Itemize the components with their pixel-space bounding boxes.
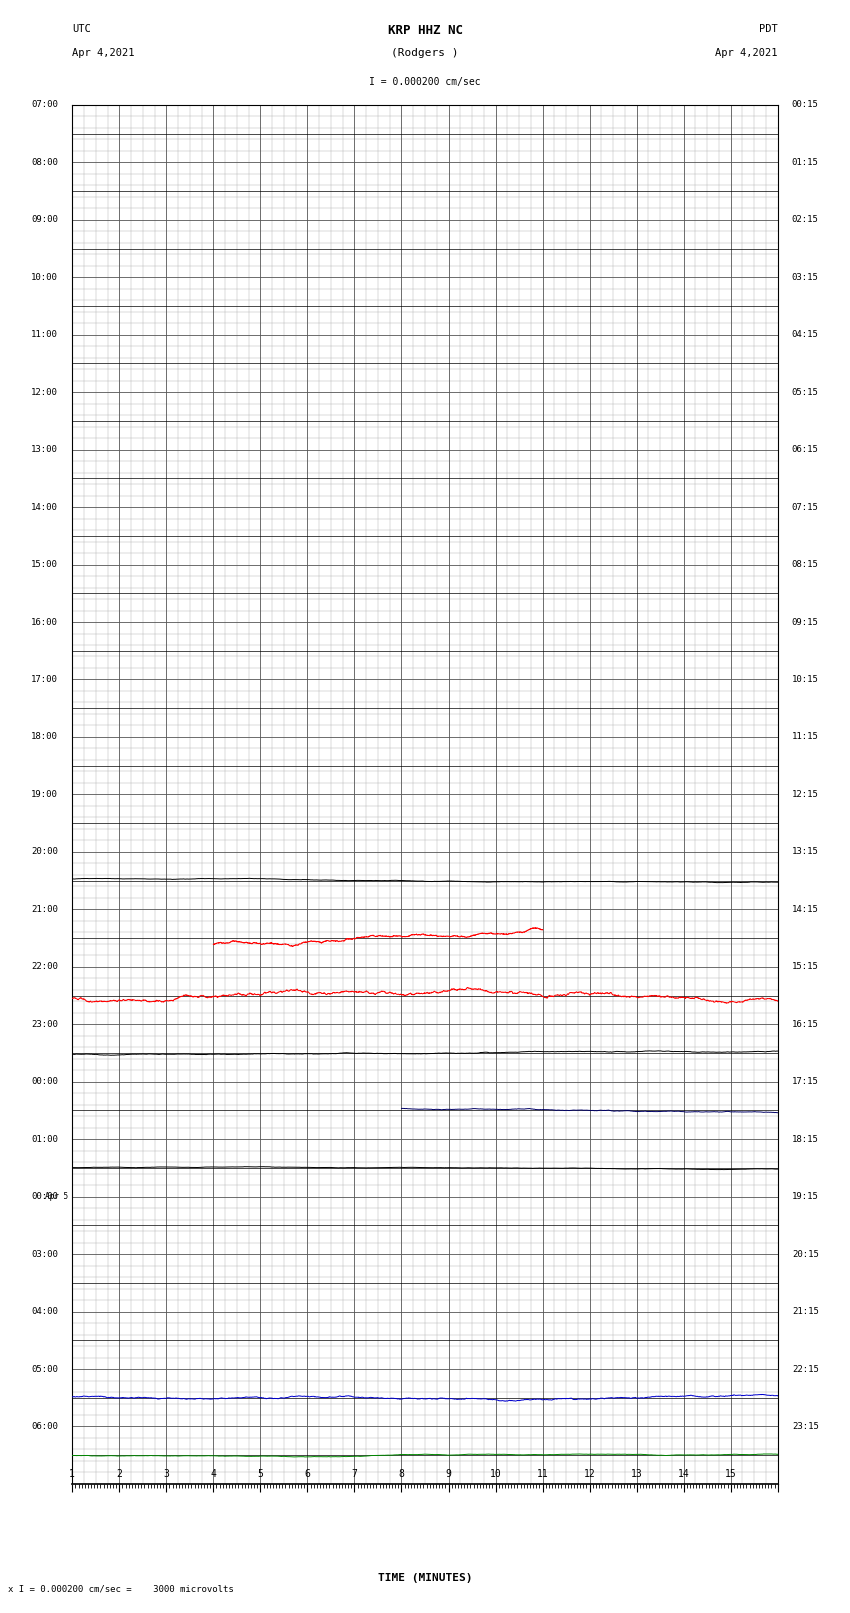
Text: 02:15: 02:15 [792, 215, 819, 224]
Text: 08:00: 08:00 [31, 158, 58, 166]
Text: 01:15: 01:15 [792, 158, 819, 166]
Text: 12:00: 12:00 [31, 387, 58, 397]
Text: 21:00: 21:00 [31, 905, 58, 915]
Text: 17:00: 17:00 [31, 674, 58, 684]
Text: 06:00: 06:00 [31, 1423, 58, 1431]
Text: 20:00: 20:00 [31, 847, 58, 857]
Text: 15:00: 15:00 [31, 560, 58, 569]
Text: PDT: PDT [759, 24, 778, 34]
Text: 18:15: 18:15 [792, 1134, 819, 1144]
Text: 04:00: 04:00 [31, 1307, 58, 1316]
Text: 13:15: 13:15 [792, 847, 819, 857]
Text: 15:15: 15:15 [792, 963, 819, 971]
Text: 19:15: 19:15 [792, 1192, 819, 1202]
Text: 16:00: 16:00 [31, 618, 58, 626]
Text: 17:15: 17:15 [792, 1077, 819, 1086]
Text: 00:15: 00:15 [792, 100, 819, 110]
Text: 05:00: 05:00 [31, 1365, 58, 1374]
Text: Apr 4,2021: Apr 4,2021 [715, 48, 778, 58]
Text: 07:15: 07:15 [792, 503, 819, 511]
Text: Apr 4,2021: Apr 4,2021 [72, 48, 135, 58]
Text: 05:15: 05:15 [792, 387, 819, 397]
Text: 20:15: 20:15 [792, 1250, 819, 1258]
Text: I = 0.000200 cm/sec: I = 0.000200 cm/sec [369, 77, 481, 87]
Text: 19:00: 19:00 [31, 790, 58, 798]
Text: 21:15: 21:15 [792, 1307, 819, 1316]
Text: 11:00: 11:00 [31, 331, 58, 339]
Text: 18:00: 18:00 [31, 732, 58, 742]
Text: 01:00: 01:00 [31, 1134, 58, 1144]
Text: 22:00: 22:00 [31, 963, 58, 971]
Text: 08:15: 08:15 [792, 560, 819, 569]
Text: 03:00: 03:00 [31, 1250, 58, 1258]
Text: 00:00: 00:00 [31, 1192, 58, 1202]
Text: 00:00: 00:00 [31, 1077, 58, 1086]
Text: 03:15: 03:15 [792, 273, 819, 282]
Text: 12:15: 12:15 [792, 790, 819, 798]
Text: UTC: UTC [72, 24, 91, 34]
Text: 10:15: 10:15 [792, 674, 819, 684]
Text: 22:15: 22:15 [792, 1365, 819, 1374]
Text: 14:15: 14:15 [792, 905, 819, 915]
Text: 07:00: 07:00 [31, 100, 58, 110]
Text: 23:15: 23:15 [792, 1423, 819, 1431]
Text: 14:00: 14:00 [31, 503, 58, 511]
Text: 09:15: 09:15 [792, 618, 819, 626]
Text: TIME (MINUTES): TIME (MINUTES) [377, 1573, 473, 1582]
Text: (Rodgers ): (Rodgers ) [391, 48, 459, 58]
Text: 09:00: 09:00 [31, 215, 58, 224]
Text: 10:00: 10:00 [31, 273, 58, 282]
Text: 04:15: 04:15 [792, 331, 819, 339]
Text: Apr 5: Apr 5 [45, 1192, 69, 1202]
Text: 13:00: 13:00 [31, 445, 58, 455]
Text: x I = 0.000200 cm/sec =    3000 microvolts: x I = 0.000200 cm/sec = 3000 microvolts [8, 1584, 235, 1594]
Text: KRP HHZ NC: KRP HHZ NC [388, 24, 462, 37]
Text: 23:00: 23:00 [31, 1019, 58, 1029]
Text: 11:15: 11:15 [792, 732, 819, 742]
Text: 16:15: 16:15 [792, 1019, 819, 1029]
Text: 06:15: 06:15 [792, 445, 819, 455]
